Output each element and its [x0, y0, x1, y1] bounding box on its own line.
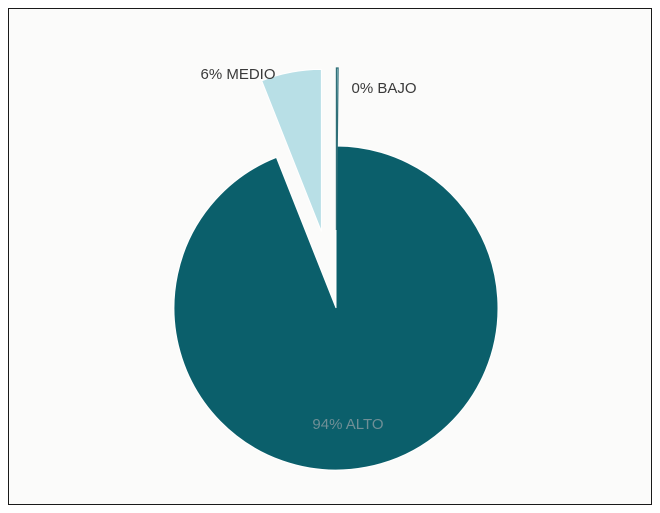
slice-label-alto: 94% ALTO [312, 416, 383, 433]
pie-slices [173, 67, 499, 471]
pie-slice-alto [173, 145, 499, 471]
pie-slice-medio [261, 68, 322, 232]
slice-label-medio: 6% MEDIO [200, 66, 275, 83]
pie-slice-bajo [335, 67, 339, 231]
slice-label-bajo: 0% BAJO [351, 80, 416, 97]
